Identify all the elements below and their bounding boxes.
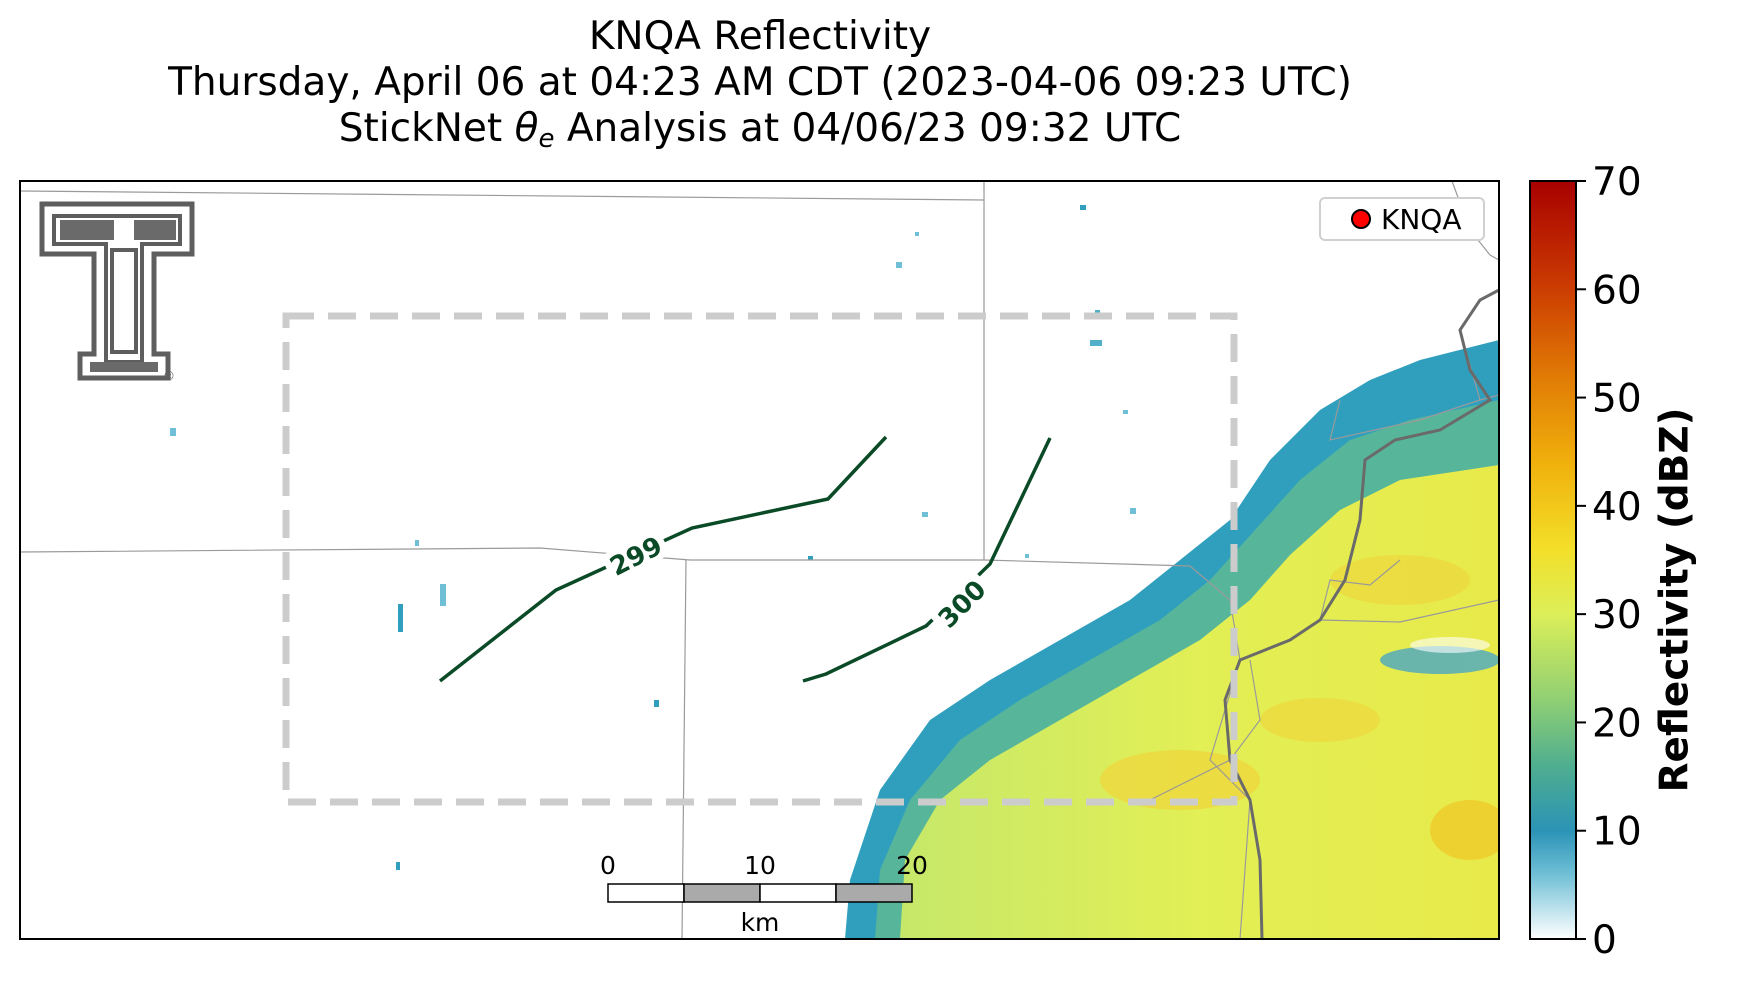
scale-tick-20: 20 [896,851,928,880]
logo-registered-mark: ® [163,369,175,383]
title-line-3-suffix: Analysis at 04/06/23 09:32 UTC [554,106,1182,151]
colorbar-gradient [1529,180,1577,940]
title-line-3: StickNet θe Analysis at 04/06/23 09:32 U… [20,106,1500,162]
colorbar: 0 10 20 30 40 50 60 70 [1529,160,1642,963]
colorbar-tick-label: 30 [1592,593,1642,638]
scale-tick-10: 10 [744,851,776,880]
contour-299 [438,435,888,683]
colorbar-tick-label: 10 [1592,810,1642,855]
radar-site-marker-icon [1351,209,1371,229]
legend: KNQA [1319,197,1485,241]
colorbar-title: Reflectivity (dBZ) [1652,407,1698,793]
colorbar-tick-label: 20 [1592,701,1642,746]
title-line-2: Thursday, April 06 at 04:23 AM CDT (2023… [168,60,1352,105]
figure-title: KNQA Reflectivity Thursday, April 06 at … [20,14,1500,162]
theta-symbol: θ [514,106,539,151]
map-frame [19,180,1500,940]
title-line-3-prefix: StickNet [338,106,515,151]
map-panel [20,181,1499,939]
texas-tech-logo-icon: ® [39,201,195,383]
scale-unit: km [741,908,780,937]
title-line-1: KNQA Reflectivity [588,14,932,59]
colorbar-tick-label: 50 [1592,377,1642,422]
colorbar-tick-label: 40 [1592,485,1642,530]
colorbar-tick-label: 60 [1592,268,1642,313]
reflectivity-echo [170,205,1499,939]
analysis-domain-box [282,312,1238,806]
colorbar-tick-label: 70 [1592,160,1642,205]
scale-bar: 0 10 20 km [600,851,928,937]
colorbar-tick-label: 0 [1592,918,1617,963]
scale-tick-0: 0 [600,851,616,880]
theta-e-contours [438,435,1052,683]
contour-300 [802,437,1052,683]
legend-label: KNQA [1381,202,1462,236]
colorbar-ticks: 0 10 20 30 40 50 60 70 [1576,160,1642,963]
theta-subscript: e [538,124,555,154]
